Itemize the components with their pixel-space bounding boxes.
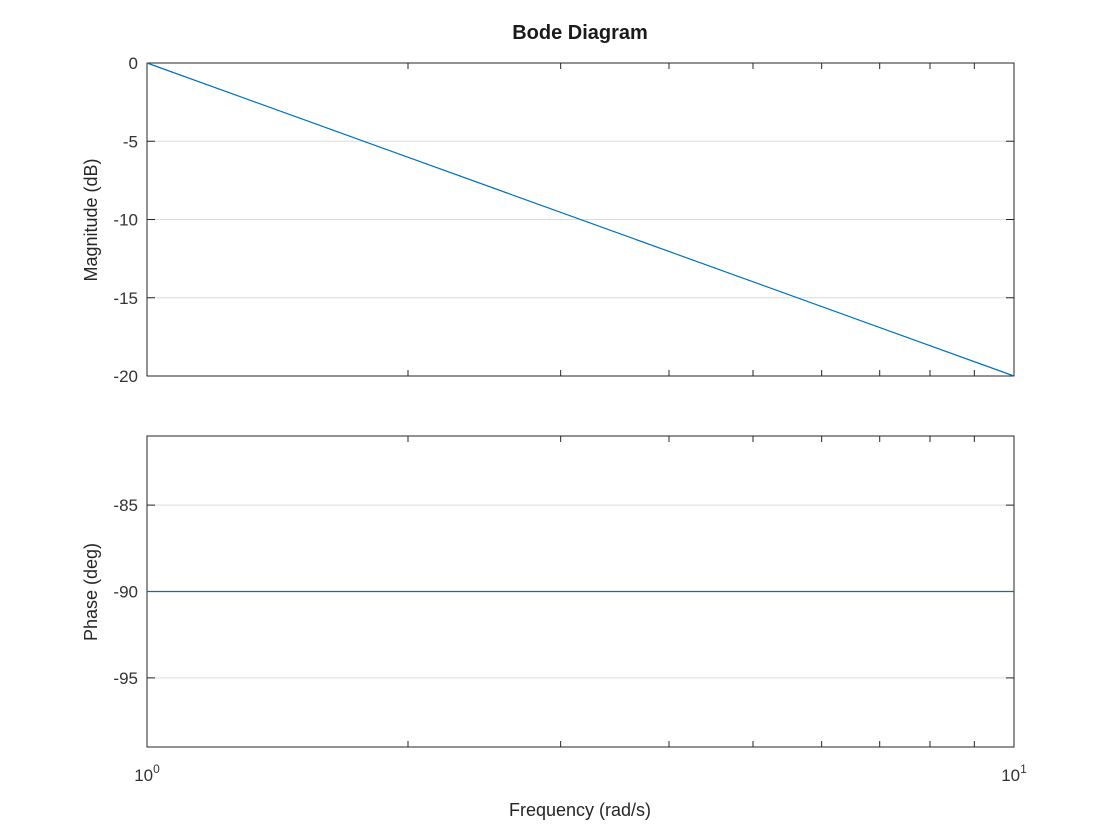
magnitude-plot: 0 -5 -10 -15 -20 xyxy=(113,54,1015,386)
magnitude-y-tick-label: -15 xyxy=(113,289,138,308)
tick-exponent: 1 xyxy=(1020,762,1027,776)
magnitude-y-tick-label: -5 xyxy=(123,132,138,151)
phase-y-tick-label: -90 xyxy=(113,583,138,602)
phase-axis-label: Phase (deg) xyxy=(81,543,101,641)
tick-base: 10 xyxy=(134,766,153,785)
magnitude-y-tick-label: -10 xyxy=(113,211,138,230)
chart-title: Bode Diagram xyxy=(512,22,648,44)
tick-exponent: 0 xyxy=(153,762,160,776)
frequency-x-tick-label: 101 xyxy=(1001,762,1027,785)
tick-base: 10 xyxy=(1001,766,1020,785)
magnitude-y-tick-label: 0 xyxy=(129,54,138,73)
phase-y-tick-label: -85 xyxy=(113,496,138,515)
frequency-axis-label: Frequency (rad/s) xyxy=(509,800,651,820)
magnitude-series-line xyxy=(146,62,1015,377)
magnitude-axis-label: Magnitude (dB) xyxy=(81,158,101,281)
frequency-x-tick-label: 100 xyxy=(134,762,160,785)
magnitude-y-tick-label: -20 xyxy=(113,367,138,386)
phase-y-tick-label: -95 xyxy=(113,669,138,688)
